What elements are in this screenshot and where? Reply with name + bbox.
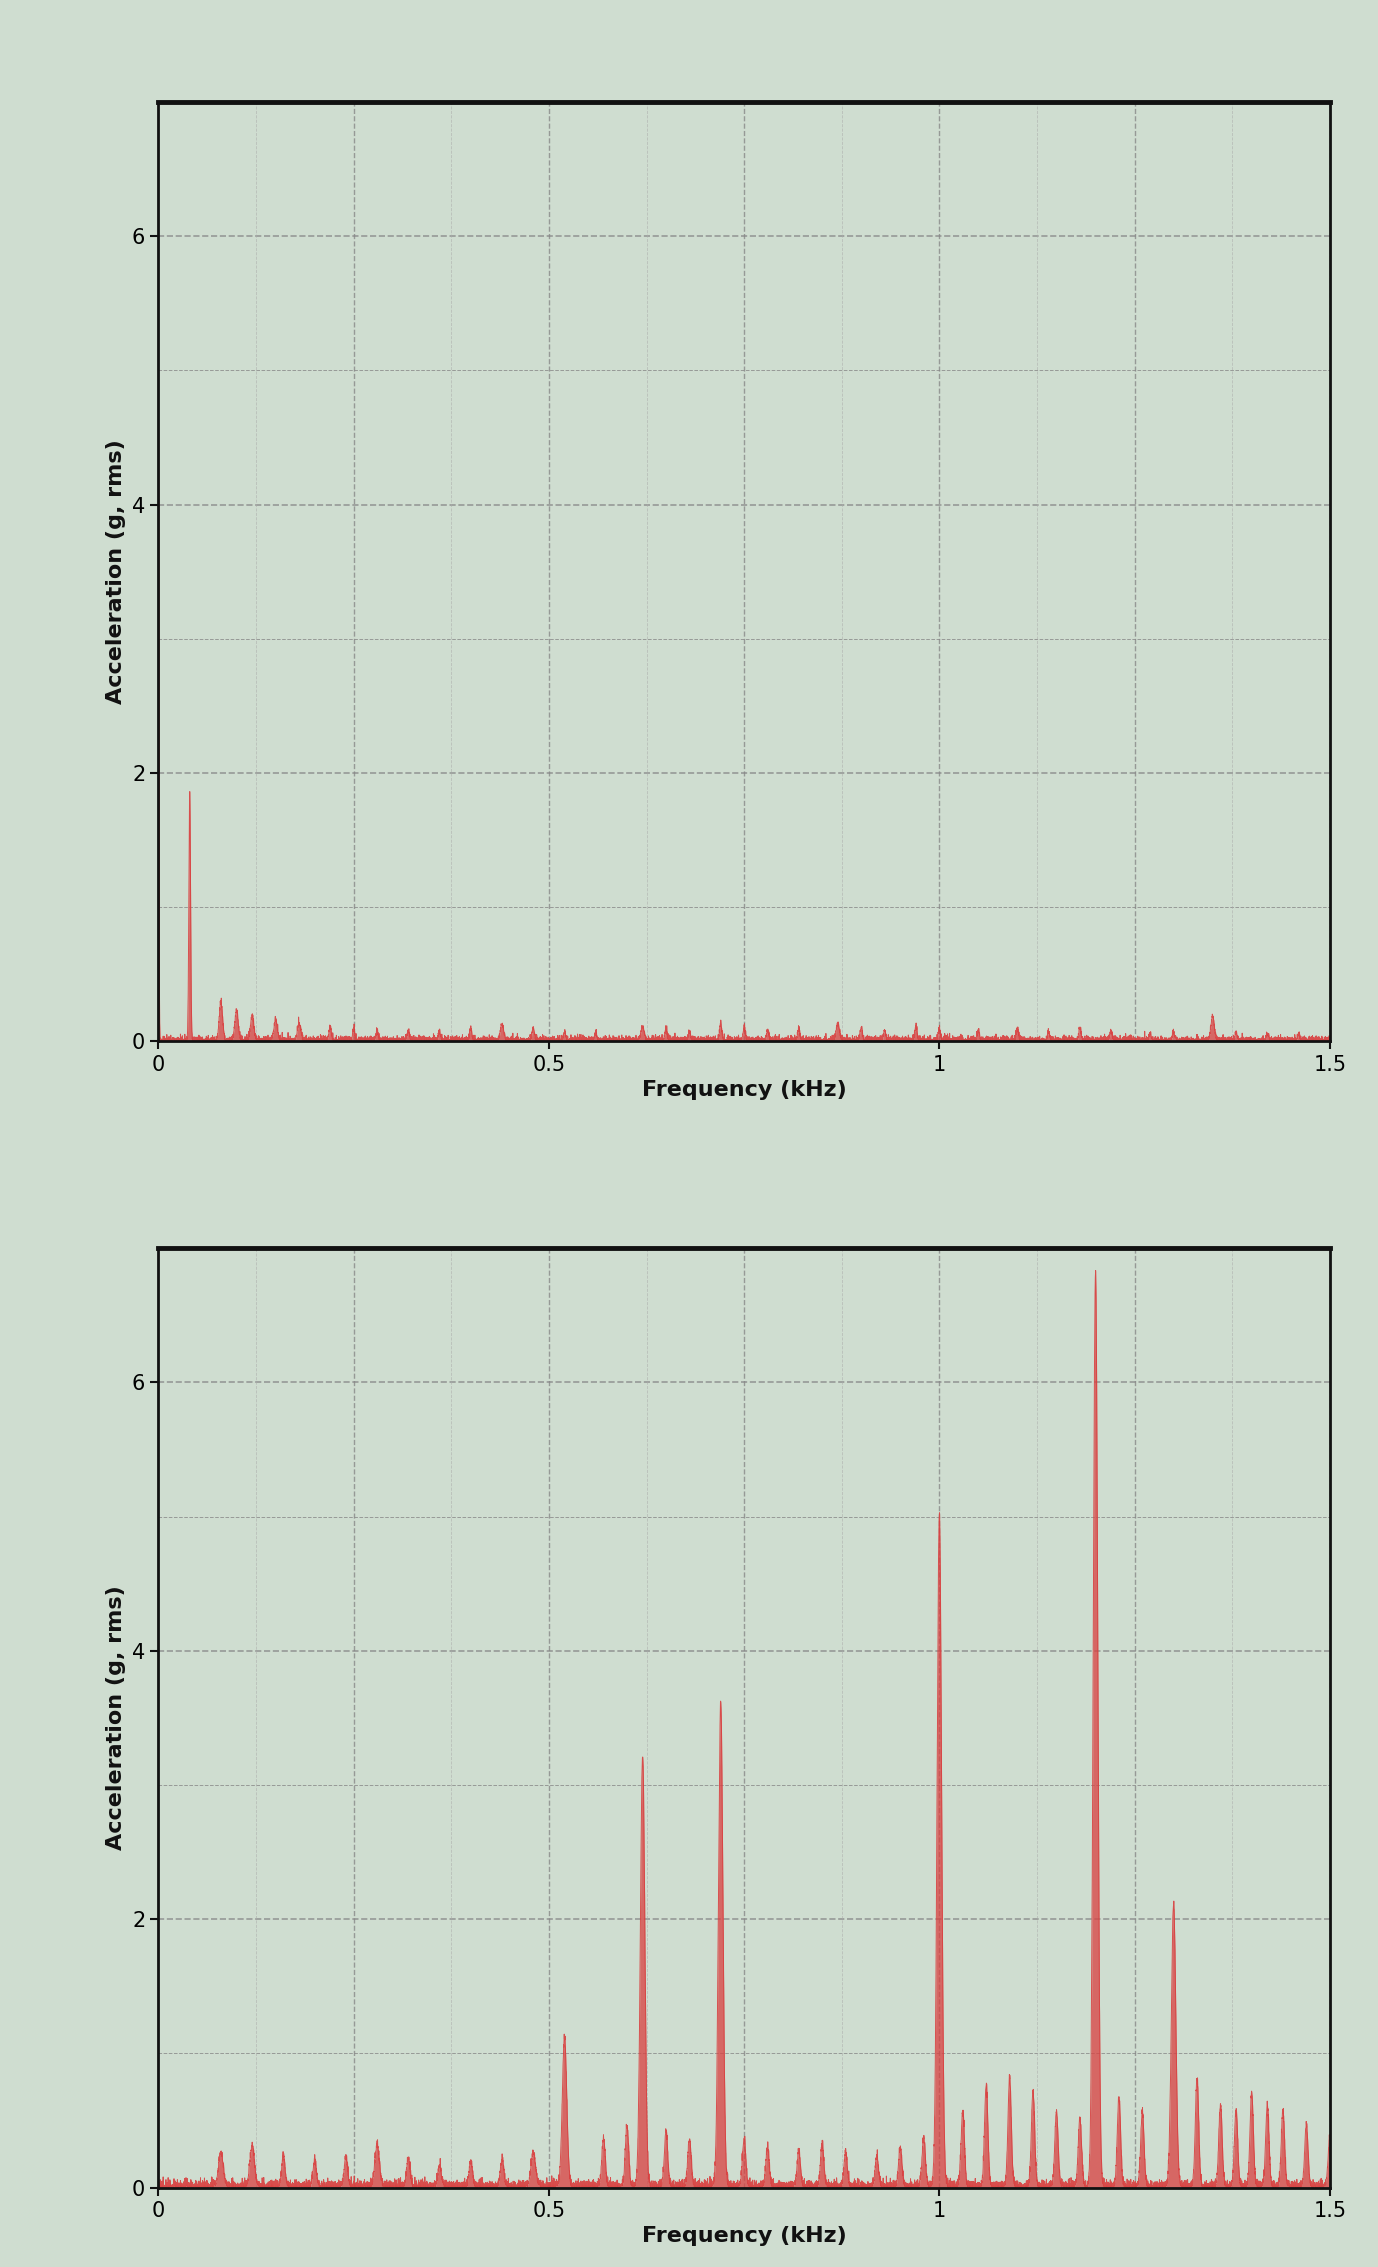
X-axis label: Frequency (kHz): Frequency (kHz) xyxy=(642,2226,846,2247)
Y-axis label: Acceleration (g, rms): Acceleration (g, rms) xyxy=(106,1585,127,1850)
X-axis label: Frequency (kHz): Frequency (kHz) xyxy=(642,1081,846,1099)
Y-axis label: Acceleration (g, rms): Acceleration (g, rms) xyxy=(106,440,127,705)
